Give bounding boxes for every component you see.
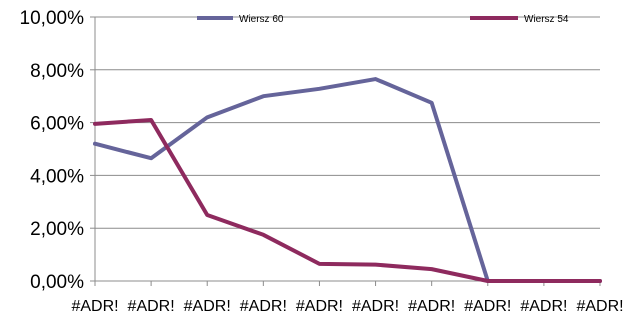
x-tick-label: #ADR!: [408, 298, 455, 315]
x-tick-label: #ADR!: [464, 298, 511, 315]
y-tick-label: 10,00%: [20, 8, 85, 29]
series-lines: [93, 77, 602, 283]
y-tick-label: 4,00%: [30, 166, 84, 187]
x-tick-label: #ADR!: [71, 298, 118, 315]
x-tick-label: #ADR!: [576, 298, 623, 315]
gridlines: [95, 16, 600, 229]
x-tick-label: #ADR!: [128, 298, 175, 315]
x-tick-label: #ADR!: [520, 298, 567, 315]
y-tick-label: 8,00%: [30, 61, 84, 82]
x-tick-label: #ADR!: [240, 298, 287, 315]
x-tick-label: #ADR!: [352, 298, 399, 315]
y-tick-label: 6,00%: [30, 114, 84, 135]
x-tick-label: #ADR!: [184, 298, 231, 315]
series-line-2: [93, 117, 602, 283]
legend-label-2: Wiersz 54: [524, 14, 569, 25]
y-tick-label: 2,00%: [30, 219, 84, 240]
legend-label-1: Wiersz 60: [239, 14, 284, 25]
series-line-1: [93, 77, 602, 283]
y-tick-label: 0,00%: [30, 272, 84, 293]
axes: 0,00% 2,00% 4,00% 6,00% 8,00% 10,00% #ADR! #ADR…: [20, 8, 624, 315]
x-tick-label: #ADR!: [296, 298, 343, 315]
legend: Wiersz 60 Wiersz 54: [197, 14, 569, 25]
